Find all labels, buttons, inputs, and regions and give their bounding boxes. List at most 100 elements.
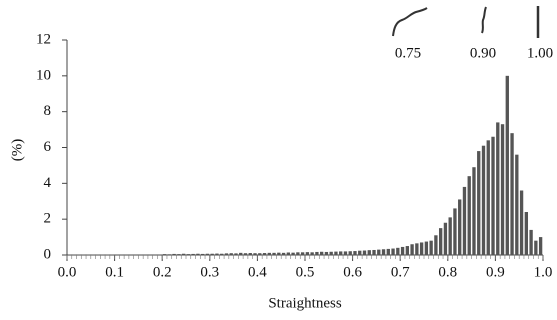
bar (343, 251, 348, 255)
x-tick-label: 0.9 (486, 264, 505, 280)
bar (496, 122, 500, 256)
bar (434, 235, 438, 255)
bar (162, 254, 167, 255)
bar (505, 75, 509, 255)
bar (486, 140, 490, 255)
bar (229, 253, 233, 255)
bar (400, 246, 405, 255)
bar (186, 254, 191, 255)
bar (410, 244, 414, 255)
y-tick-label: 6 (44, 139, 52, 155)
bar (139, 254, 143, 255)
y-tick-label: 4 (44, 175, 52, 191)
bar (334, 251, 338, 255)
bar (210, 253, 214, 255)
bar (281, 252, 286, 255)
bar (262, 253, 267, 255)
bar (181, 253, 186, 255)
bar (129, 254, 133, 255)
bar (529, 229, 533, 255)
bar (286, 252, 291, 255)
bar (239, 252, 243, 255)
bar (272, 252, 276, 255)
bar (153, 254, 157, 255)
bar (319, 251, 324, 255)
bar (172, 253, 176, 255)
bar (415, 243, 419, 255)
bar (267, 252, 271, 255)
x-tick-label: 0.1 (105, 264, 124, 280)
bar (205, 253, 210, 255)
bar (339, 251, 343, 255)
bar (472, 167, 476, 255)
bar (177, 254, 181, 255)
bar (224, 253, 229, 255)
sample-curve (481, 6, 487, 34)
bar (515, 154, 519, 255)
bar (391, 248, 395, 255)
bar (191, 253, 195, 255)
bar (534, 240, 538, 255)
bar (510, 133, 514, 255)
bar (148, 254, 152, 255)
bar (305, 252, 310, 255)
x-tick-label: 0.6 (343, 264, 362, 280)
bar (200, 253, 205, 255)
y-tick-label: 10 (36, 67, 51, 83)
bar (158, 254, 162, 255)
bar (424, 241, 429, 255)
x-tick-label: 1.0 (534, 264, 553, 280)
x-axis-label: Straightness (268, 295, 341, 311)
x-tick-label: 0.4 (248, 264, 267, 280)
bar (438, 228, 443, 255)
bar (353, 251, 357, 255)
bar (220, 253, 224, 255)
annotation: 0.75 (395, 45, 421, 61)
bar (329, 251, 333, 255)
bar (462, 186, 467, 255)
bar (500, 124, 505, 255)
bar (429, 240, 433, 255)
x-tick-label: 0.0 (58, 264, 77, 280)
bar (396, 247, 400, 255)
bar (538, 237, 543, 255)
bar (124, 254, 129, 255)
bar (115, 254, 119, 255)
bar (367, 250, 371, 255)
bar (386, 248, 390, 255)
bar (481, 145, 486, 255)
bar (524, 212, 529, 255)
bar (300, 252, 305, 255)
bar (143, 254, 148, 255)
bar (310, 252, 314, 255)
bar (419, 242, 424, 255)
bar (196, 253, 200, 255)
x-tick-label: 0.8 (438, 264, 457, 280)
y-tick-label: 8 (44, 103, 52, 119)
bar (405, 246, 410, 255)
bar (291, 252, 295, 255)
x-tick-label: 0.7 (391, 264, 410, 280)
annotation: 1.00 (527, 45, 553, 61)
bar (234, 253, 238, 255)
bar (467, 176, 471, 255)
bar (248, 253, 252, 255)
x-tick-label: 0.3 (200, 264, 219, 280)
bar (443, 222, 448, 255)
y-axis-label: (%) (9, 139, 25, 162)
x-tick-label: 0.5 (296, 264, 315, 280)
bar (277, 252, 281, 255)
sample-curve (392, 7, 428, 37)
bar (258, 253, 262, 255)
bar (324, 251, 329, 255)
bar (362, 250, 367, 255)
y-tick-label: 2 (44, 211, 52, 227)
bar (448, 217, 452, 255)
bar (215, 253, 219, 255)
bar (167, 254, 172, 255)
bar (253, 253, 257, 255)
y-tick-label: 12 (36, 31, 51, 47)
bar (477, 151, 481, 255)
annotation: 0.90 (470, 45, 496, 61)
